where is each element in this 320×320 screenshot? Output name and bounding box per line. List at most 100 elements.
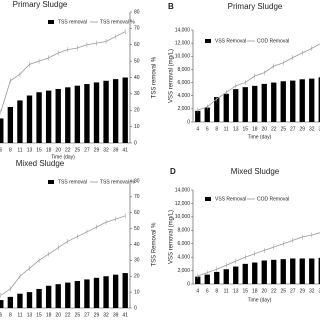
x-tick-label: 20 bbox=[261, 126, 267, 132]
chart-title: Primary Sludge bbox=[13, 0, 68, 9]
y-tick-label: 50 bbox=[134, 58, 140, 64]
y-tick-label: 4,000 bbox=[177, 93, 190, 99]
legend-label: TSS removal bbox=[58, 19, 87, 25]
legend-label: COD Removal bbox=[257, 38, 289, 44]
bar bbox=[74, 281, 81, 308]
y-tick-label: 30 bbox=[134, 258, 140, 264]
x-tick-label: 15 bbox=[36, 312, 42, 318]
y-tick-label: 40 bbox=[134, 242, 140, 248]
y-tick-label: 4,000 bbox=[177, 254, 190, 260]
bar bbox=[122, 77, 128, 143]
bar bbox=[309, 78, 315, 122]
y-tick-label: 20 bbox=[134, 108, 140, 114]
x-tick-label: 11 bbox=[224, 288, 229, 294]
y-tick-label: 20 bbox=[134, 274, 140, 280]
y-tick-label: 8,000 bbox=[177, 228, 190, 234]
y-tick-label: 80 bbox=[134, 178, 140, 184]
x-tick-label: 22 bbox=[65, 147, 71, 153]
legend-swatch bbox=[48, 20, 54, 24]
bar bbox=[242, 87, 248, 122]
bar bbox=[103, 80, 109, 143]
legend-label: COD Removal bbox=[257, 196, 289, 202]
bar bbox=[290, 258, 296, 284]
bar bbox=[261, 260, 267, 284]
panel-label: D bbox=[170, 167, 176, 176]
y-tick-label: 10,000 bbox=[175, 214, 191, 220]
x-tick-label: 27 bbox=[290, 288, 296, 294]
bar bbox=[55, 284, 61, 308]
x-tick-label: 6 bbox=[0, 147, 2, 153]
bar bbox=[17, 293, 23, 308]
x-tick-label: 6 bbox=[206, 288, 209, 294]
bar bbox=[36, 92, 42, 143]
x-tick-label: 20 bbox=[261, 288, 267, 294]
bar bbox=[223, 93, 229, 122]
bar bbox=[195, 276, 201, 284]
bar bbox=[0, 300, 4, 308]
bar bbox=[45, 285, 52, 308]
bar bbox=[214, 97, 220, 122]
x-tick-label: 32 bbox=[309, 126, 315, 132]
line bbox=[0, 215, 126, 296]
bar bbox=[195, 110, 201, 122]
bar bbox=[299, 258, 305, 284]
y-tick-label: 6,000 bbox=[177, 80, 190, 86]
bar bbox=[261, 83, 267, 122]
x-tick-label: 27 bbox=[84, 312, 90, 318]
x-tick-label: 11 bbox=[17, 312, 22, 318]
bar bbox=[252, 262, 258, 284]
y-tick-label: 14,000 bbox=[175, 187, 191, 193]
x-tick-label: 13 bbox=[233, 126, 239, 132]
x-tick-label: 13 bbox=[27, 312, 33, 318]
bar bbox=[112, 79, 119, 143]
x-tick-label: 22 bbox=[65, 312, 71, 318]
x-tick-label: 20 bbox=[55, 147, 61, 153]
bar bbox=[26, 95, 33, 143]
y2-axis-title: TSS Removal % bbox=[152, 222, 158, 267]
bar bbox=[309, 258, 315, 284]
x-tick-label: 22 bbox=[271, 126, 277, 132]
bar bbox=[204, 107, 210, 122]
legend-label: VSS Removal bbox=[215, 196, 246, 202]
bar bbox=[26, 292, 33, 308]
x-tick-label: 29 bbox=[299, 126, 305, 132]
y-tick-label: 40 bbox=[134, 75, 140, 81]
line bbox=[197, 232, 320, 277]
x-tick-label: 4 bbox=[196, 288, 199, 294]
x-tick-label: 29 bbox=[94, 147, 100, 153]
bar bbox=[299, 79, 305, 122]
bar bbox=[214, 271, 220, 284]
bar bbox=[74, 85, 81, 143]
x-tick-label: 29 bbox=[299, 288, 305, 294]
bar bbox=[55, 88, 61, 143]
bar bbox=[84, 279, 90, 308]
bar bbox=[318, 77, 320, 122]
bar bbox=[242, 263, 248, 284]
x-tick-label: 32 bbox=[309, 288, 315, 294]
bar bbox=[233, 266, 239, 284]
y-tick-label: 70 bbox=[134, 26, 140, 32]
chart-title: Mixed Sludge bbox=[16, 159, 65, 168]
y-tick-label: 70 bbox=[134, 194, 140, 200]
y-tick-label: 0 bbox=[187, 281, 190, 287]
x-tick-label: 39 bbox=[318, 288, 320, 294]
x-tick-label: 25 bbox=[280, 126, 286, 132]
x-tick-label: 15 bbox=[242, 126, 248, 132]
x-tick-label: 20 bbox=[55, 312, 61, 318]
bar bbox=[93, 82, 100, 143]
bar bbox=[7, 296, 14, 308]
x-tick-label: 41 bbox=[122, 312, 128, 318]
x-tick-label: 15 bbox=[242, 288, 248, 294]
x-tick-label: 41 bbox=[122, 147, 128, 153]
x-tick-label: 8 bbox=[215, 288, 218, 294]
x-tick-label: 11 bbox=[224, 126, 229, 132]
bar bbox=[223, 269, 229, 284]
y-tick-label: 2,000 bbox=[177, 106, 190, 112]
x-tick-label: 25 bbox=[280, 288, 286, 294]
y-tick-label: 8,000 bbox=[177, 67, 190, 73]
x-tick-label: 18 bbox=[46, 147, 52, 153]
x-tick-label: 18 bbox=[46, 312, 52, 318]
bar bbox=[36, 288, 42, 308]
bar bbox=[122, 273, 128, 308]
bar bbox=[204, 274, 210, 284]
